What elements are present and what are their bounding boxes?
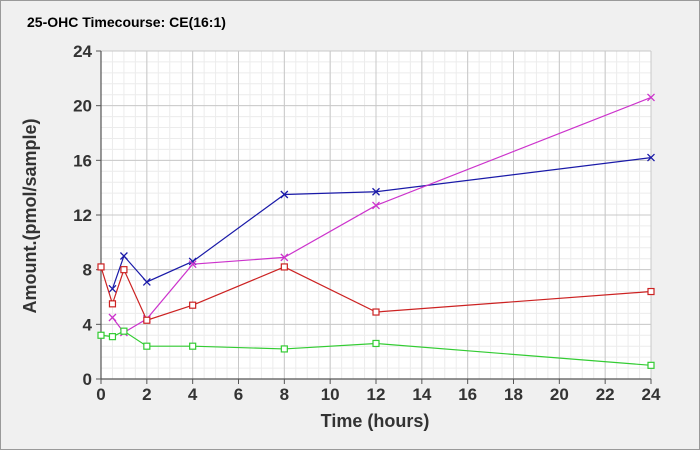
series-3: [97, 263, 655, 324]
x-tick-label: 16: [458, 385, 477, 404]
y-tick-label: 16: [73, 151, 92, 170]
axes: [96, 50, 652, 384]
series-4: [97, 327, 655, 369]
data-point: [280, 190, 289, 199]
data-point: [372, 201, 380, 210]
x-tick-label: 12: [367, 385, 386, 404]
data-point: [189, 342, 197, 350]
data-point: [120, 266, 128, 274]
x-tick-label: 24: [642, 385, 661, 404]
x-tick-label: 14: [412, 385, 431, 404]
data-point: [119, 252, 128, 260]
data-point: [188, 260, 197, 269]
x-tick-label: 8: [280, 385, 289, 404]
x-axis-label: Time (hours): [321, 411, 430, 431]
x-tick-label: 20: [550, 385, 569, 404]
y-tick-label: 24: [73, 42, 92, 61]
data-point: [647, 361, 655, 369]
data-point: [280, 263, 288, 271]
y-tick-label: 8: [83, 261, 92, 280]
data-point: [372, 339, 380, 348]
data-point: [189, 301, 197, 309]
chart-title: 25-OHC Timecourse: CE(16:1): [27, 14, 226, 30]
y-tick-label: 20: [73, 97, 92, 116]
data-point: [108, 300, 117, 308]
data-point: [143, 342, 151, 350]
data-point: [108, 333, 117, 341]
y-axis-label: Amount.(pmol/sample): [20, 118, 40, 313]
x-tick-label: 0: [96, 385, 105, 404]
data-point: [97, 263, 105, 271]
data-point: [372, 187, 380, 196]
data-point: [647, 287, 655, 296]
data-point: [372, 308, 380, 316]
series-group: [97, 93, 655, 369]
y-tick-label: 4: [83, 315, 93, 334]
x-tick-label: 10: [321, 385, 340, 404]
x-tick-label: 18: [504, 385, 523, 404]
data-point: [97, 331, 105, 339]
data-point: [647, 153, 655, 162]
data-point: [280, 345, 288, 353]
data-point: [280, 253, 289, 262]
series-line: [100, 266, 652, 321]
data-point: [120, 327, 128, 335]
x-tick-label: 2: [142, 385, 151, 404]
y-tick-label: 12: [73, 206, 92, 225]
series-1: [108, 153, 655, 293]
data-point: [108, 313, 117, 322]
x-tick-label: 6: [234, 385, 243, 404]
x-tick-label: 22: [596, 385, 615, 404]
data-point: [647, 93, 655, 102]
data-point: [108, 284, 117, 293]
data-point: [142, 278, 151, 286]
x-tick-label: 4: [188, 385, 198, 404]
y-tick-label: 0: [83, 370, 92, 389]
data-point: [143, 316, 151, 324]
